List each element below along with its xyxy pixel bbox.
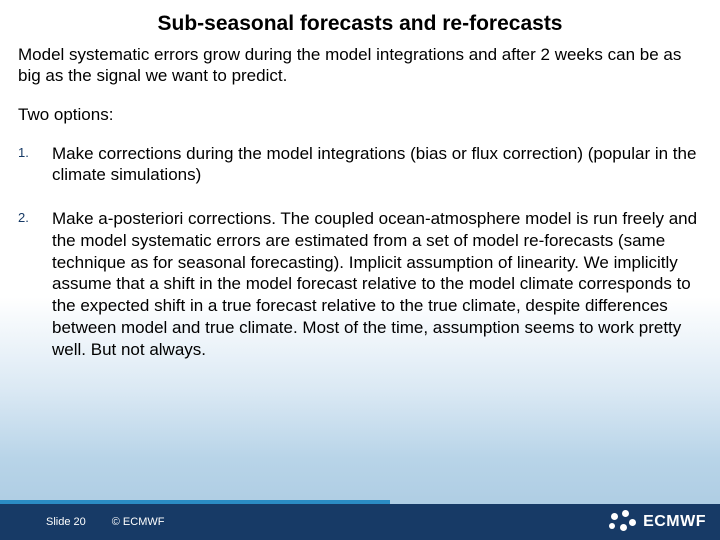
footer-logo: ECMWF [607, 510, 720, 534]
slide-title: Sub-seasonal forecasts and re-forecasts [18, 12, 702, 36]
list-number: 2. [18, 208, 52, 225]
list-text: Make corrections during the model integr… [52, 143, 702, 187]
options-list: 1. Make corrections during the model int… [18, 143, 702, 361]
list-item: 1. Make corrections during the model int… [18, 143, 702, 187]
list-item: 2. Make a-posteriori corrections. The co… [18, 208, 702, 360]
slide: Sub-seasonal forecasts and re-forecasts … [0, 0, 720, 540]
slide-content: Sub-seasonal forecasts and re-forecasts … [0, 0, 720, 540]
intro-paragraph: Model systematic errors grow during the … [18, 44, 702, 87]
footer-left: Slide 20 © ECMWF [0, 516, 164, 528]
logo-icon [607, 510, 637, 534]
copyright-text: © ECMWF [112, 516, 165, 528]
footer-bar: Slide 20 © ECMWF ECMWF [0, 504, 720, 540]
logo-text: ECMWF [643, 513, 706, 531]
options-label: Two options: [18, 105, 702, 125]
slide-number: Slide 20 [46, 516, 86, 528]
list-text: Make a-posteriori corrections. The coupl… [52, 208, 702, 360]
list-number: 1. [18, 143, 52, 160]
